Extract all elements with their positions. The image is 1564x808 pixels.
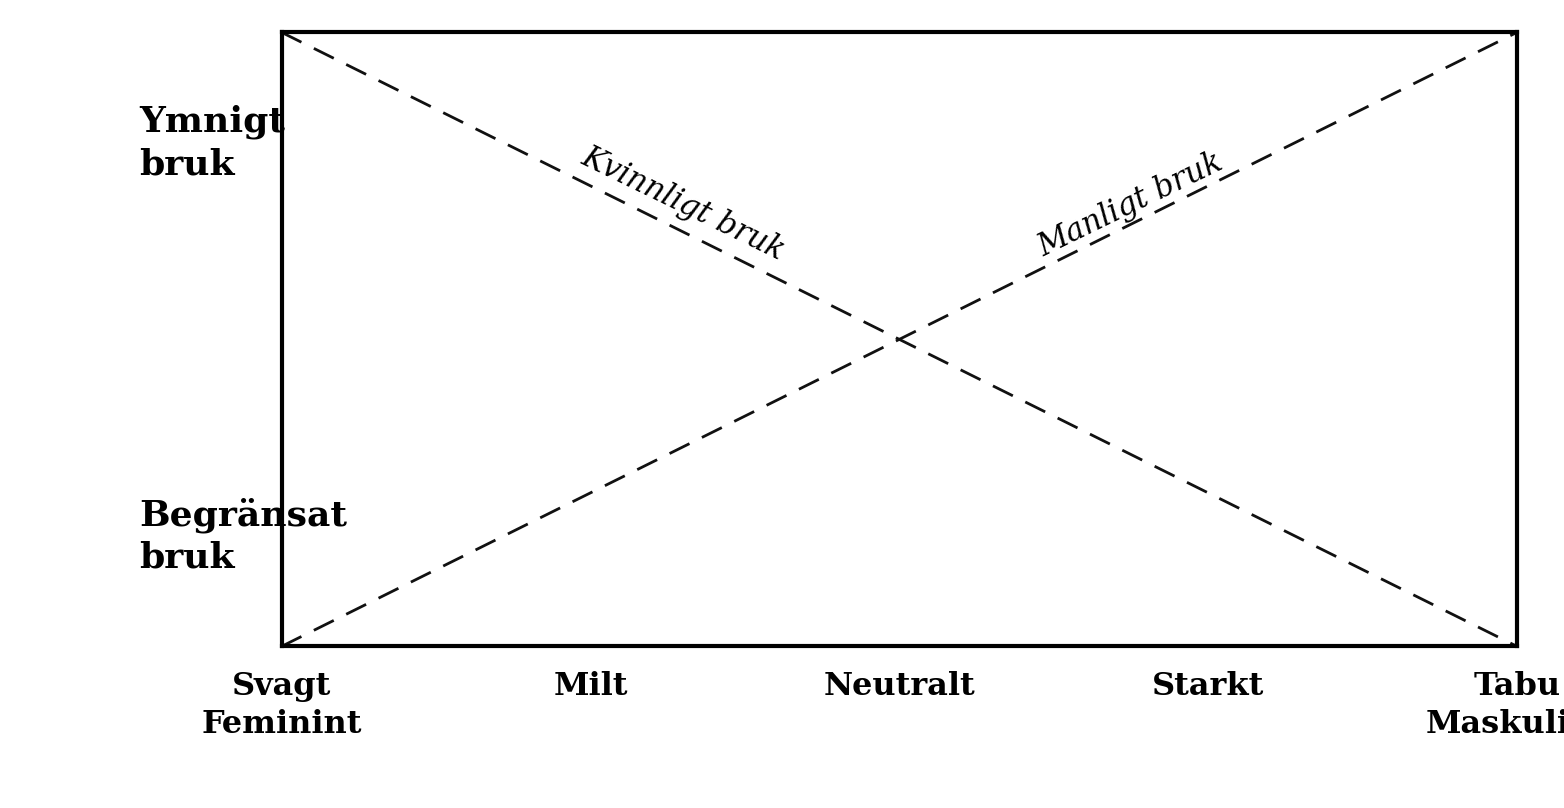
Text: Manligt bruk: Manligt bruk: [1034, 146, 1229, 263]
Text: Begränsat
bruk: Begränsat bruk: [139, 497, 347, 574]
Text: Ymnigt
bruk: Ymnigt bruk: [139, 104, 286, 181]
Text: Kvinnligt bruk: Kvinnligt bruk: [577, 141, 790, 267]
